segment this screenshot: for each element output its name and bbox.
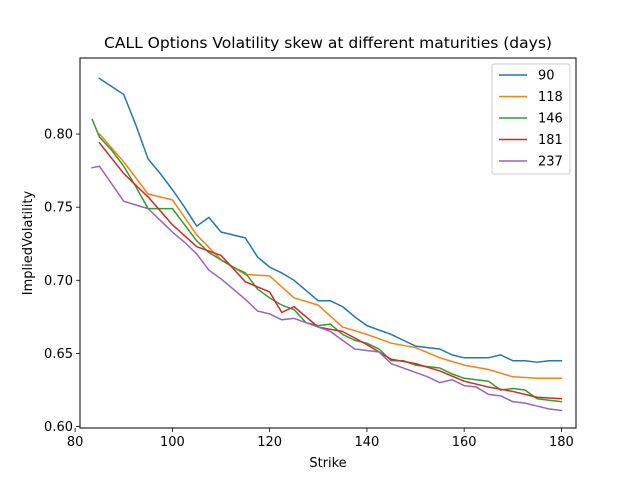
chart-title: CALL Options Volatility skew at differen… bbox=[104, 34, 552, 52]
x-tick-label: 100 bbox=[160, 435, 185, 450]
legend-label-237: 237 bbox=[538, 155, 563, 170]
x-tick-label: 180 bbox=[549, 435, 574, 450]
plot-frame bbox=[79, 57, 577, 429]
y-tick-label: 0.75 bbox=[44, 201, 73, 216]
legend-label-90: 90 bbox=[538, 69, 555, 84]
y-axis-label: ImpliedVolatility bbox=[21, 191, 36, 296]
y-tick-label: 0.70 bbox=[44, 274, 73, 289]
legend-box bbox=[491, 63, 571, 175]
y-tick-label: 0.60 bbox=[44, 420, 73, 435]
series-line-237 bbox=[91, 165, 563, 412]
legend-label-181: 181 bbox=[538, 133, 563, 148]
legend: 90 118 146 181 237 bbox=[491, 63, 571, 175]
series-line-90 bbox=[98, 77, 563, 363]
x-axis-label: Strike bbox=[309, 456, 346, 471]
series-line-146 bbox=[91, 118, 563, 403]
legend-label-118: 118 bbox=[538, 90, 563, 105]
x-tick-label: 80 bbox=[67, 435, 84, 450]
y-tick-label: 0.80 bbox=[44, 128, 73, 143]
x-tick-label: 120 bbox=[257, 435, 282, 450]
x-tick-label: 160 bbox=[452, 435, 477, 450]
x-tick-label: 140 bbox=[354, 435, 379, 450]
plot-lines bbox=[91, 77, 563, 412]
y-axis: 0.60 0.65 0.70 0.75 0.80 bbox=[44, 128, 80, 435]
series-line-118 bbox=[98, 132, 563, 380]
y-tick-label: 0.65 bbox=[44, 347, 73, 362]
legend-label-146: 146 bbox=[538, 112, 563, 127]
x-axis: 80 100 120 140 160 180 bbox=[67, 428, 574, 450]
